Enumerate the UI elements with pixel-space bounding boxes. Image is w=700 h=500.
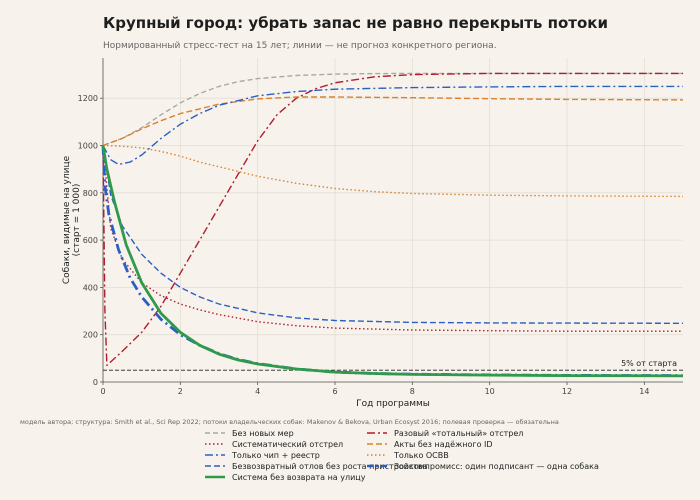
y-tick-label: 600 [83,236,98,245]
series-line [102,145,684,324]
legend-entry-label: Система без возврата на улицу [232,473,366,482]
legend-entry-label: Только чип + реестр [231,451,320,460]
reference-line-label: 5% от старта [621,359,677,368]
x-tick-label: 10 [485,387,495,396]
y-tick-label: 1200 [78,94,98,103]
series-line [102,72,683,367]
x-tick-label: 2 [178,387,183,396]
chart-title: Крупный город: убрать запас не равно пер… [103,14,608,32]
source-footnote: модель автора; структура: Smith et al., … [20,418,559,426]
series-line [102,72,683,147]
legend-entry-label: Систематический отстрел [232,440,343,449]
series-line [102,144,684,198]
legend-entry-label: Без новых мер [232,429,294,438]
series-line [101,145,684,377]
series-line [102,85,683,166]
y-axis-label: Собаки, видимые на улице(старт = 1 000) [62,155,82,284]
legend-entry-label: Разовый «тотальный» отстрел [394,429,523,438]
y-tick-label: 400 [83,283,98,292]
x-tick-label: 6 [332,387,337,396]
y-axis-label-line: (старт = 1 000) [72,184,82,257]
y-tick-label: 0 [93,378,98,387]
x-tick-label: 14 [639,387,649,396]
y-tick-label: 200 [83,331,98,340]
x-tick-label: 0 [100,387,105,396]
x-tick-label: 8 [410,387,415,396]
series-line [101,145,684,378]
x-tick-label: 12 [562,387,572,396]
legend-entry-label: Только ОСВВ [393,451,449,460]
y-tick-label: 1000 [78,142,98,151]
legend-entry-label: Зоокомпромисс: один подписант — одна соб… [394,462,599,471]
x-axis-label: Год программы [356,399,430,409]
x-tick-label: 4 [255,387,260,396]
legend-entry-label: Акты без надёжного ID [394,440,493,449]
series-line [102,145,683,332]
series-line [102,96,684,147]
chart-subtitle: Нормированный стресс-тест на 15 лет; лин… [103,41,497,51]
y-axis-label-line: Собаки, видимые на улице [62,155,72,284]
y-tick-label: 800 [83,189,98,198]
legend-entry-label: Безвозвратный отлов без роста пристройст… [232,462,428,471]
